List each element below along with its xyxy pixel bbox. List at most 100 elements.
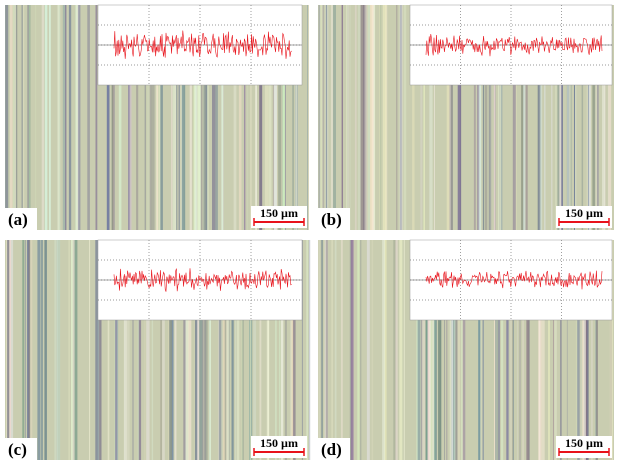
stripe xyxy=(177,5,179,230)
stripe xyxy=(279,240,281,460)
stripe xyxy=(559,5,562,230)
stripe xyxy=(198,5,201,230)
stripe xyxy=(395,240,398,460)
stripe xyxy=(77,5,81,230)
stripe xyxy=(255,5,257,230)
stripe xyxy=(235,240,237,460)
stripe xyxy=(260,5,262,230)
stripe xyxy=(494,240,498,460)
stripe xyxy=(461,240,464,460)
stripe xyxy=(244,5,246,230)
label-bg xyxy=(318,438,350,460)
stripe xyxy=(290,240,295,460)
roughness-profile xyxy=(425,270,603,290)
stripe xyxy=(158,5,162,230)
stripe xyxy=(516,240,519,460)
stripe xyxy=(567,5,570,230)
stripe xyxy=(185,240,189,460)
stripe xyxy=(588,5,591,230)
stripe xyxy=(379,5,382,230)
stripe xyxy=(334,240,337,460)
stripe xyxy=(227,240,230,460)
stripe xyxy=(151,240,154,460)
stripe xyxy=(56,240,61,460)
stripe xyxy=(403,5,407,230)
stripe xyxy=(10,240,14,460)
roughness-profile xyxy=(113,268,292,292)
stripe xyxy=(324,240,326,460)
stripe xyxy=(25,240,26,460)
stripe xyxy=(449,240,453,460)
stripe xyxy=(489,5,492,230)
stripe xyxy=(512,240,514,460)
stripe xyxy=(209,240,211,460)
stripe xyxy=(282,5,285,230)
stripe xyxy=(416,240,421,460)
stripe xyxy=(151,5,155,230)
stripe xyxy=(346,5,350,230)
stripe xyxy=(380,5,382,230)
stripe xyxy=(321,240,323,460)
stripe xyxy=(478,5,482,230)
stripe xyxy=(403,240,405,460)
stripe xyxy=(228,240,230,460)
stripe xyxy=(575,5,577,230)
stripe xyxy=(526,240,530,460)
stripe xyxy=(71,240,75,460)
stripe xyxy=(146,5,150,230)
stripe xyxy=(446,5,450,230)
stripe xyxy=(506,240,509,460)
stripe xyxy=(482,240,484,460)
stripe xyxy=(495,240,498,460)
stripe xyxy=(95,5,98,230)
stripe xyxy=(181,5,186,230)
stripe xyxy=(368,5,370,230)
stripe xyxy=(65,5,67,230)
stripe xyxy=(399,240,403,460)
stripe xyxy=(202,240,203,460)
panel: (c) 150 µm xyxy=(5,239,311,460)
stripe xyxy=(144,240,146,460)
stripe xyxy=(594,5,598,230)
stripe xyxy=(162,240,165,460)
stripe xyxy=(498,5,502,230)
stripe xyxy=(6,240,8,460)
stripe xyxy=(434,5,435,230)
stripe xyxy=(76,5,79,230)
stripe xyxy=(382,240,385,460)
stripe xyxy=(576,240,578,460)
stripe xyxy=(360,240,362,460)
stripe xyxy=(171,240,174,460)
stripe xyxy=(420,5,423,230)
stripe xyxy=(577,240,580,460)
stripe xyxy=(259,5,263,230)
stripe xyxy=(124,240,126,460)
stripe xyxy=(366,240,370,460)
stripe xyxy=(340,240,343,460)
stripe xyxy=(421,240,423,460)
stripe xyxy=(118,5,122,230)
stripe xyxy=(548,240,550,460)
stripe xyxy=(592,5,596,230)
stripe xyxy=(566,5,570,230)
stripe xyxy=(357,5,361,230)
stripe xyxy=(241,240,244,460)
stripe xyxy=(493,5,496,230)
stripe xyxy=(22,240,25,460)
stripe xyxy=(354,5,357,230)
stripe xyxy=(169,240,172,460)
stripe xyxy=(267,240,270,460)
stripe xyxy=(357,240,360,460)
stripe xyxy=(561,5,563,230)
stripe xyxy=(89,240,91,460)
stripe xyxy=(212,5,216,230)
stripe xyxy=(595,240,597,460)
stripe xyxy=(178,5,180,230)
stripe xyxy=(62,5,66,230)
stripe xyxy=(446,240,448,460)
stripe xyxy=(123,240,127,460)
stripe xyxy=(580,240,582,460)
stripe xyxy=(301,240,303,460)
stripe xyxy=(28,5,30,230)
